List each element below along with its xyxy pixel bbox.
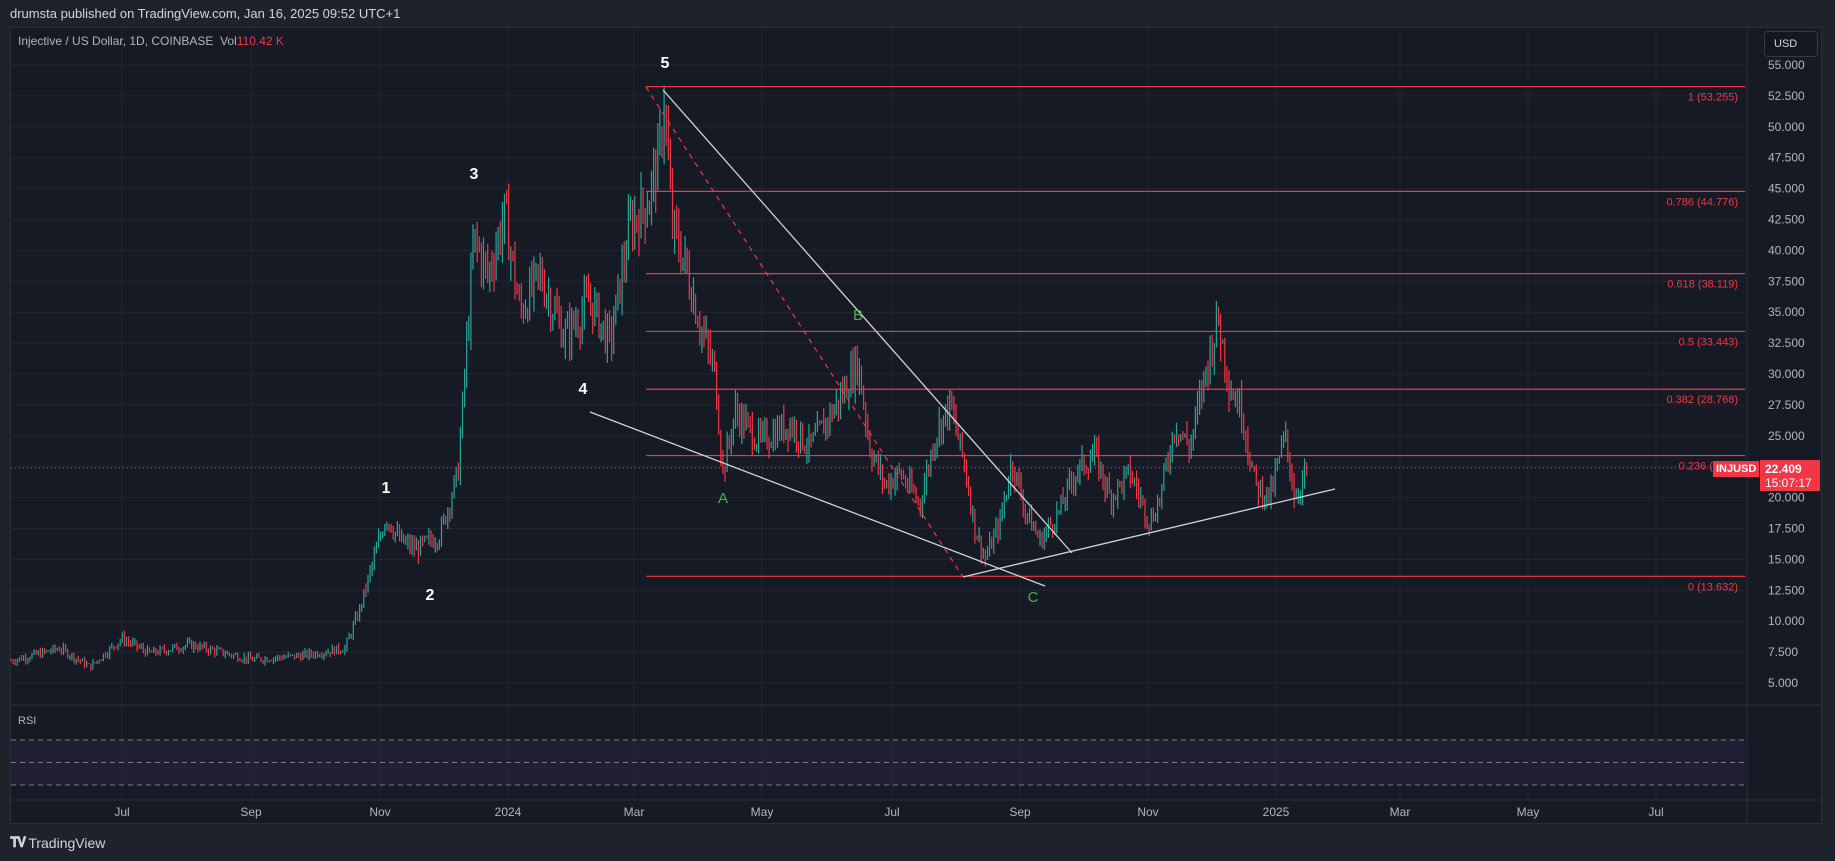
price-axis-tick: 32.500 (1768, 336, 1805, 350)
symbol-description: Injective / US Dollar, 1D, COINBASE (18, 34, 214, 48)
volume-value: 110.42 K (236, 34, 284, 48)
wave-label-1[interactable]: 1 (382, 480, 391, 497)
price-axis-tick: 12.500 (1768, 583, 1805, 597)
time-axis-label: Mar (1390, 805, 1411, 819)
time-axis-label: 2025 (1263, 805, 1290, 819)
price-axis-tick: 37.500 (1768, 274, 1805, 288)
time-axis-label: May (1517, 805, 1540, 819)
wave-label-A[interactable]: A (718, 490, 728, 507)
price-axis-tick: 35.000 (1768, 305, 1805, 319)
price-axis-tick: 55.000 (1768, 58, 1805, 72)
tradingview-logo[interactable]: 𝐓𝐕 TradingView (10, 834, 105, 851)
chart-frame[interactable] (10, 27, 1822, 824)
time-axis-label: May (751, 805, 774, 819)
time-axis-label: 2024 (495, 805, 522, 819)
price-axis-tick: 50.000 (1768, 120, 1805, 134)
fib-level-label: 0.618 (38.119) (1667, 279, 1738, 291)
price-axis-tick: 15.000 (1768, 552, 1805, 566)
wave-label-4[interactable]: 4 (579, 381, 588, 398)
time-axis-label: Sep (240, 805, 262, 819)
wave-label-5[interactable]: 5 (661, 55, 670, 72)
time-axis-label: Nov (369, 805, 390, 819)
descending-trend-line[interactable] (662, 89, 1073, 554)
price-axis-tick: 7.500 (1768, 645, 1798, 659)
candlestick-series[interactable] (10, 85, 1308, 672)
time-axis-label: Jul (884, 805, 899, 819)
price-axis-tick: 27.500 (1768, 398, 1805, 412)
rsi-indicator-label[interactable]: RSI (18, 715, 37, 727)
price-axis-tick: 17.500 (1768, 522, 1805, 536)
volume-label: Vol (220, 34, 237, 48)
price-axis-tick: 47.500 (1768, 151, 1805, 165)
price-axis-tick: 5.000 (1768, 676, 1798, 690)
time-axis-label: Jul (1648, 805, 1663, 819)
symbol-price-tag: INJUSD (1713, 461, 1760, 477)
wave-label-3[interactable]: 3 (470, 166, 479, 183)
price-axis-tick: 45.000 (1768, 182, 1805, 196)
last-price: 22.409 (1765, 462, 1802, 476)
fib-trend-line[interactable] (645, 86, 964, 578)
fib-level-label: 0 (13.632) (1688, 581, 1738, 593)
price-axis-tick: 30.000 (1768, 367, 1805, 381)
fib-level-label: 0.382 (28.768) (1666, 394, 1738, 406)
price-axis-tick: 10.000 (1768, 614, 1805, 628)
tradingview-logo-icon: 𝐓𝐕 (10, 834, 26, 850)
bar-countdown: 15:07:17 (1765, 476, 1812, 490)
price-axis-tick: 40.000 (1768, 243, 1805, 257)
symbol-legend[interactable]: Injective / US Dollar, 1D, COINBASE Vol1… (18, 34, 284, 48)
lower-wedge-line[interactable] (589, 411, 1046, 587)
ascending-support-line[interactable] (962, 488, 1336, 578)
fib-level-label: 0.786 (44.776) (1666, 196, 1738, 208)
wave-label-B[interactable]: B (853, 307, 863, 324)
tradingview-brand: TradingView (28, 834, 106, 851)
price-axis-tick: 20.000 (1768, 491, 1805, 505)
last-price-tag: 22.409 15:07:17 (1760, 460, 1820, 491)
time-axis-label: Nov (1137, 805, 1158, 819)
currency-button[interactable]: USD (1764, 31, 1818, 57)
wave-label-2[interactable]: 2 (426, 587, 435, 604)
price-axis-tick: 25.000 (1768, 429, 1805, 443)
fib-level-label: 0.5 (33.443) (1679, 336, 1738, 348)
time-axis-label: Jul (114, 805, 129, 819)
price-axis-tick: 52.500 (1768, 89, 1805, 103)
time-axis-label: Mar (624, 805, 645, 819)
published-header: drumsta published on TradingView.com, Ja… (10, 6, 401, 21)
fib-level-label: 1 (53.255) (1688, 92, 1738, 104)
wave-label-C[interactable]: C (1028, 589, 1039, 606)
time-axis-label: Sep (1009, 805, 1031, 819)
price-axis-tick: 42.500 (1768, 213, 1805, 227)
